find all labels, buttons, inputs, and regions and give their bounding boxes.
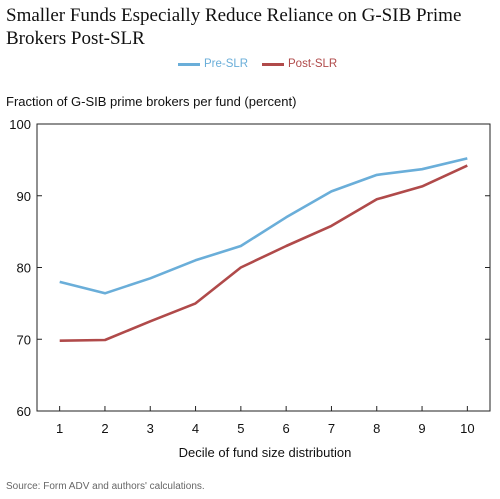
x-axis-label: Decile of fund size distribution: [178, 445, 352, 460]
x-tick-label: 1: [56, 421, 63, 436]
legend-label-post-slr: Post-SLR: [288, 58, 338, 70]
legend-label-pre-slr: Pre-SLR: [204, 58, 249, 70]
series-line-post-slr: [59, 164, 468, 342]
series-line-pre-slr: [59, 157, 468, 295]
plot-frame: [36, 123, 491, 412]
x-tick-label: 6: [283, 421, 290, 436]
y-tick-label: 90: [17, 189, 31, 204]
y-tick-label: 100: [9, 117, 31, 132]
legend-swatch-post-slr: [262, 62, 284, 66]
y-tick-label: 80: [17, 261, 31, 276]
legend-swatch-pre-slr: [178, 62, 200, 66]
source-note: Source: Form ADV and authors' calculatio…: [6, 481, 205, 492]
x-tick-label: 4: [192, 421, 199, 436]
x-tick-label: 7: [328, 421, 335, 436]
y-axis-label: Fraction of G-SIB prime brokers per fund…: [6, 94, 297, 109]
x-tick-label: 8: [373, 421, 380, 436]
x-tick-label: 9: [418, 421, 425, 436]
x-tick-label: 10: [460, 421, 474, 436]
x-tick-label: 3: [147, 421, 154, 436]
x-tick-label: 2: [101, 421, 108, 436]
legend: Pre-SLR Post-SLR: [0, 58, 500, 74]
plot-area: 60 70 80 90 100 1 2 3 4 5 6 7 8 9 10: [9, 117, 491, 436]
chart-title: Smaller Funds Especially Reduce Reliance…: [6, 5, 462, 49]
legend-item-post-slr: Post-SLR: [262, 58, 337, 70]
series-lines: [59, 157, 468, 342]
legend-item-pre-slr: Pre-SLR: [178, 58, 248, 70]
y-tick-label: 60: [17, 404, 31, 419]
x-tick-label: 5: [237, 421, 244, 436]
y-tick-label: 70: [17, 332, 31, 347]
